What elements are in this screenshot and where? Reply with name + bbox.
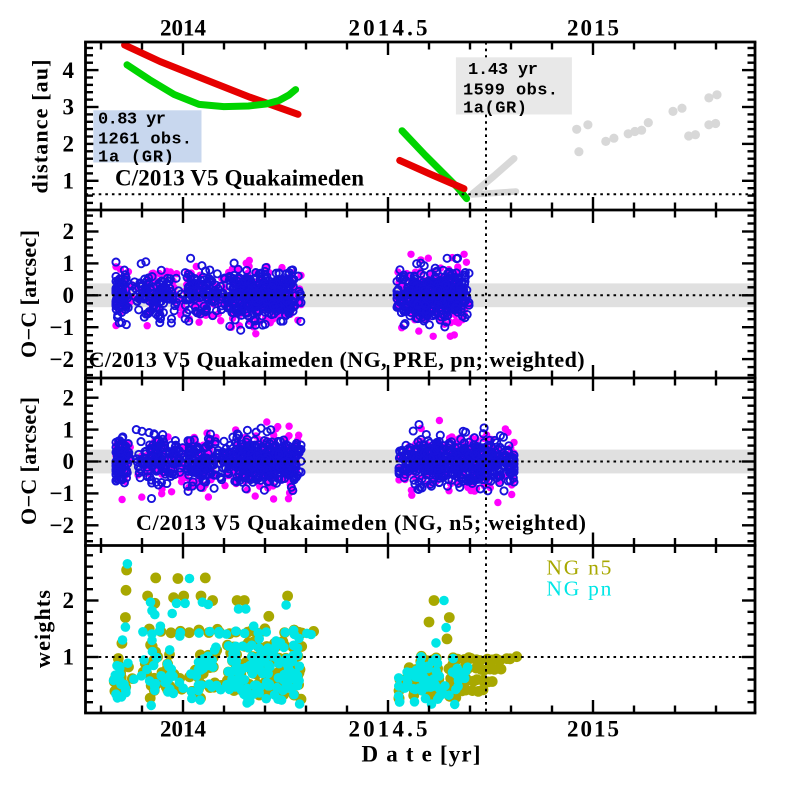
- svg-text:NG n5: NG n5: [546, 556, 611, 580]
- svg-text:0: 0: [63, 449, 75, 474]
- svg-text:O−C [arcsec]: O−C [arcsec]: [16, 230, 41, 358]
- svg-text:−2: −2: [49, 513, 74, 538]
- svg-text:C/2013 V5 Quakaimeden (NG, n5;: C/2013 V5 Quakaimeden (NG, n5; weighted): [136, 510, 586, 535]
- svg-text:2: 2: [63, 385, 75, 410]
- svg-text:−2: −2: [49, 347, 74, 372]
- svg-text:−1: −1: [49, 481, 74, 506]
- svg-text:C/2013 V5 Quakaimeden (NG, PRE: C/2013 V5 Quakaimeden (NG, PRE, pn; weig…: [89, 347, 585, 372]
- svg-text:D a t e [yr]: D a t e [yr]: [362, 742, 481, 767]
- svg-text:1: 1: [63, 169, 75, 194]
- svg-text:1: 1: [63, 251, 75, 276]
- svg-text:1261 obs.: 1261 obs.: [98, 131, 192, 150]
- svg-text:NG pn: NG pn: [546, 577, 611, 601]
- svg-text:1a (GR): 1a (GR): [98, 149, 174, 168]
- svg-text:weights: weights: [30, 590, 55, 668]
- svg-text:1599 obs.: 1599 obs.: [463, 81, 558, 100]
- svg-text:distance [au]: distance [au]: [28, 60, 53, 194]
- svg-text:4: 4: [63, 58, 75, 83]
- svg-text:3: 3: [63, 95, 75, 120]
- svg-text:2014: 2014: [160, 717, 207, 742]
- svg-text:C/2013 V5 Quakaimeden: C/2013 V5 Quakaimeden: [115, 166, 364, 191]
- svg-text:2: 2: [63, 219, 75, 244]
- svg-text:0.83 yr: 0.83 yr: [98, 111, 166, 130]
- svg-text:2: 2: [63, 588, 75, 613]
- svg-text:1: 1: [63, 645, 75, 670]
- svg-text:−1: −1: [49, 315, 74, 340]
- svg-text:2014: 2014: [160, 16, 207, 41]
- svg-text:1.43 yr: 1.43 yr: [468, 61, 538, 80]
- svg-text:1a(GR): 1a(GR): [463, 100, 527, 119]
- svg-text:2: 2: [63, 132, 75, 157]
- svg-text:1: 1: [63, 417, 75, 442]
- svg-text:O−C [arcsec]: O−C [arcsec]: [16, 397, 41, 525]
- svg-text:0: 0: [63, 283, 75, 308]
